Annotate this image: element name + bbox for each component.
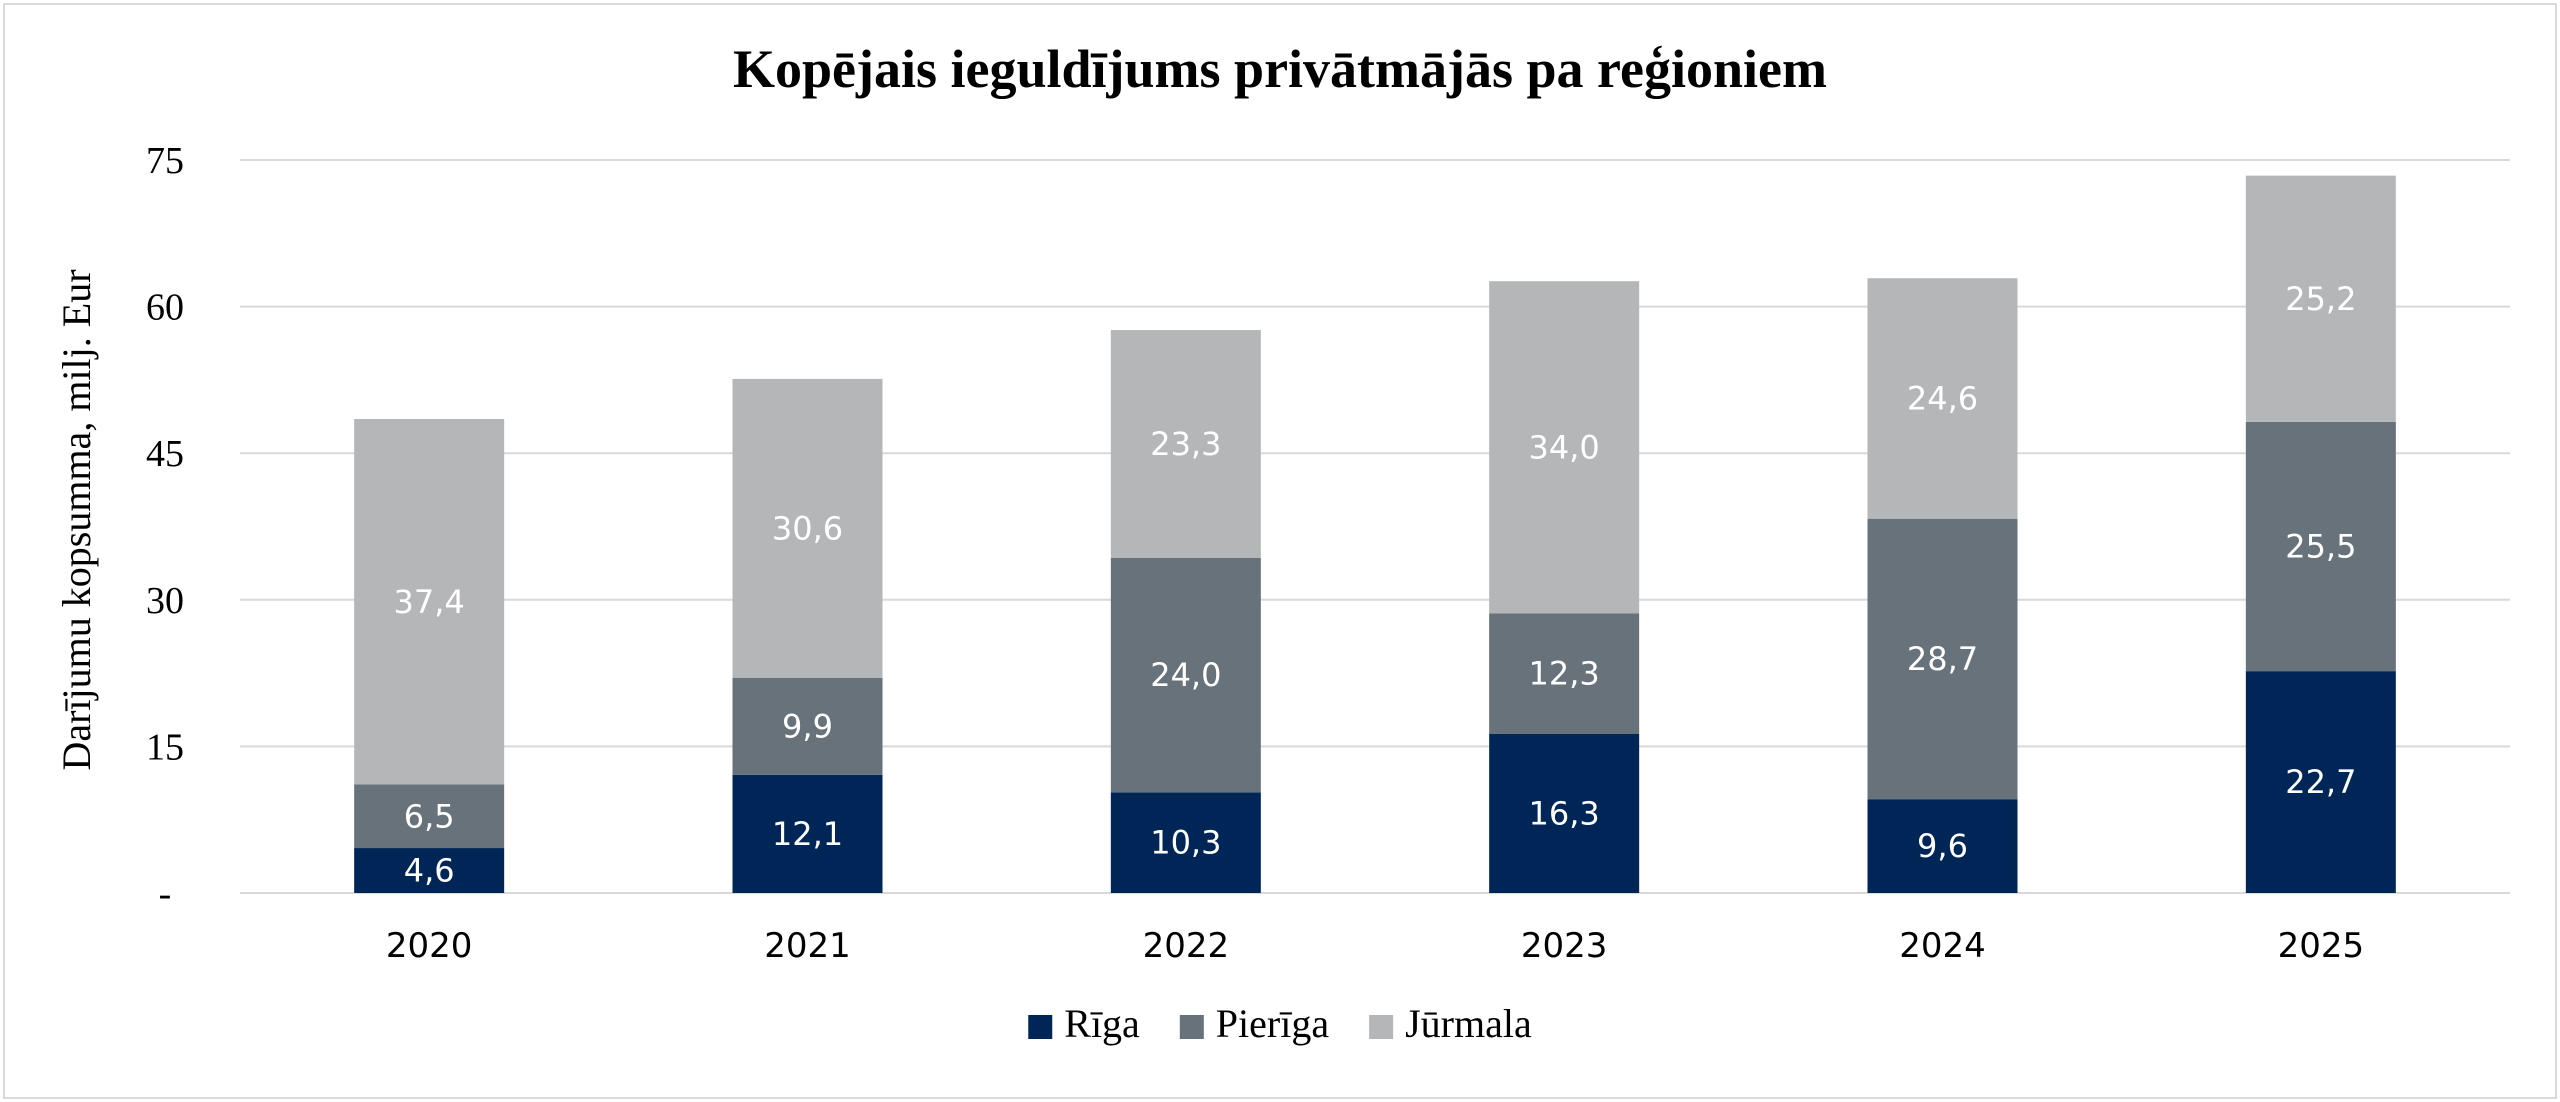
data-label: 30,6 <box>772 509 843 547</box>
bar-segment <box>354 418 505 785</box>
data-label: 4,6 <box>404 852 455 890</box>
data-label: 34,0 <box>1529 428 1600 466</box>
x-tick-label: 2025 <box>2278 926 2365 966</box>
stacked-bar-chart: Kopējais ieguldījums privātmājās pa reģi… <box>54 39 2510 1046</box>
bars: 4,6 6,5 37,4 12,1 9,9 30,6 10,3 24,0 23,3 16,3 12,… <box>354 175 2396 893</box>
bar-segment <box>732 378 883 678</box>
legend-swatch <box>1028 1015 1053 1039</box>
chart-frame: Kopējais ieguldījums privātmājās pa reģi… <box>3 3 2557 1099</box>
legend-swatch <box>1179 1015 1204 1039</box>
x-tick-label: 2022 <box>1143 926 1230 966</box>
data-label: 37,4 <box>394 583 465 621</box>
bar-segment <box>2245 175 2396 422</box>
legend-item: Jūrmala <box>1369 1001 1532 1046</box>
legend: Rīga Pierīga Jūrmala <box>1028 1001 1532 1046</box>
data-label: 24,6 <box>1907 379 1978 417</box>
bar-segment <box>1110 330 1261 558</box>
y-tick-label: 15 <box>146 726 184 768</box>
bar-segment <box>1489 733 1640 893</box>
data-label: 25,5 <box>2285 528 2356 566</box>
bar-segment <box>1110 792 1261 893</box>
y-axis-ticks: - 15 30 45 60 75 <box>146 140 184 915</box>
bar-segment <box>1867 278 2018 519</box>
x-tick-label: 2024 <box>1899 926 1986 966</box>
bar-segment <box>1867 518 2018 800</box>
data-label: 9,9 <box>782 707 833 745</box>
y-tick-label: - <box>159 873 172 915</box>
bar-segment <box>354 784 505 849</box>
data-label: 22,7 <box>2285 763 2356 801</box>
x-axis-ticks: 2020 2021 2022 2023 2024 2025 <box>386 926 2364 966</box>
gridlines <box>240 159 2510 894</box>
legend-label: Pierīga <box>1216 1001 1330 1046</box>
data-label: 10,3 <box>1150 824 1221 862</box>
legend-item: Pierīga <box>1179 1001 1330 1046</box>
y-tick-label: 30 <box>146 580 184 622</box>
bar-segment <box>1867 799 2018 893</box>
bar-segment <box>354 848 505 893</box>
data-label: 9,6 <box>1917 827 1968 865</box>
bar-segment <box>1489 281 1640 614</box>
data-label: 6,5 <box>404 797 455 835</box>
legend-label: Rīga <box>1064 1001 1140 1046</box>
data-label: 16,3 <box>1529 794 1600 832</box>
bar-segment <box>1110 557 1261 793</box>
data-label: 23,3 <box>1150 425 1221 463</box>
bar-segment <box>1489 613 1640 734</box>
y-tick-label: 45 <box>146 433 184 475</box>
bar-segment <box>732 774 883 893</box>
x-tick-label: 2023 <box>1521 926 1608 966</box>
data-label: 24,0 <box>1150 656 1221 694</box>
legend-swatch <box>1369 1015 1394 1039</box>
data-label: 25,2 <box>2285 280 2356 318</box>
bar-segment <box>2245 671 2396 893</box>
data-label: 28,7 <box>1907 640 1978 678</box>
data-label: 12,1 <box>772 815 843 853</box>
y-axis-label: Darījumu kopsumma, milj. Eur <box>54 269 99 770</box>
x-tick-label: 2020 <box>386 926 473 966</box>
data-label: 12,3 <box>1529 655 1600 693</box>
x-tick-label: 2021 <box>764 926 851 966</box>
chart-title: Kopējais ieguldījums privātmājās pa reģi… <box>733 39 1827 99</box>
bar-segment <box>732 677 883 775</box>
y-tick-label: 60 <box>146 287 184 329</box>
legend-item: Rīga <box>1028 1001 1140 1046</box>
bar-segment <box>2245 421 2396 672</box>
y-tick-label: 75 <box>146 140 184 182</box>
legend-label: Jūrmala <box>1405 1001 1532 1046</box>
